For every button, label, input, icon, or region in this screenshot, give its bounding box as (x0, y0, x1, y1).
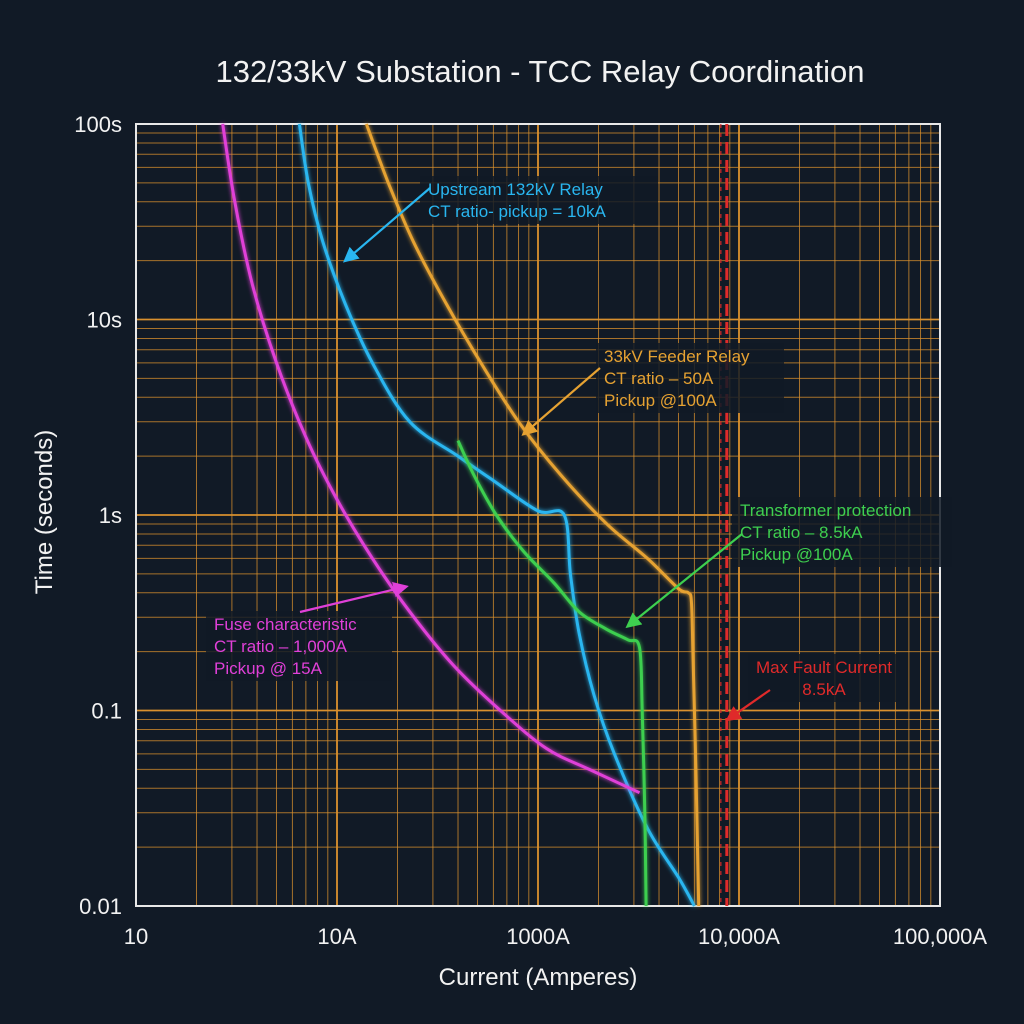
y-tick-label: 1s (99, 503, 122, 528)
x-tick-label: 10 (124, 924, 148, 949)
transformer-curve (456, 440, 648, 907)
upstream-annotation-arrow (342, 187, 431, 263)
upstream-curve (297, 123, 696, 907)
feeder-annotation-arrow (521, 367, 601, 436)
x-tick-label: 10,000A (698, 924, 780, 949)
y-tick-labels: 100s 10s 1s 0.1 0.01 (74, 112, 122, 919)
annotations: Upstream 132kV Relay CT ratio- pickup = 1… (206, 176, 952, 722)
feeder-curve (364, 123, 701, 907)
y-tick-label: 0.01 (79, 894, 122, 919)
y-tick-label: 0.1 (91, 699, 122, 724)
fault-annotation: Max Fault Current 8.5kA (725, 654, 900, 722)
fuse-curve (221, 123, 641, 795)
transformer-annotation-arrow (625, 533, 743, 629)
fault-annotation-arrow (725, 689, 771, 722)
x-tick-label: 100,000A (893, 924, 988, 949)
fuse-annotation-box (206, 611, 392, 681)
fuse-annotation-arrow (299, 582, 409, 614)
feeder-annotation-text: Pickup @100A (604, 391, 717, 410)
chart-title: 132/33kV Substation - TCC Relay Coordina… (215, 54, 864, 89)
fault-annotation-box (748, 654, 900, 702)
fuse-annotation-text: CT ratio – 1,000A (214, 637, 348, 656)
transformer-annotation-text: Transformer protection (740, 501, 911, 520)
feeder-annotation: 33kV Feeder Relay CT ratio – 50A Pickup @1… (521, 343, 784, 436)
fuse-annotation-text: Fuse characteristic (214, 615, 357, 634)
x-tick-labels: 10 10A 1000A 10,000A 100,000A (124, 924, 988, 949)
x-tick-label: 1000A (506, 924, 570, 949)
upstream-annotation-box (420, 176, 658, 224)
y-tick-label: 100s (74, 112, 122, 137)
upstream-annotation: Upstream 132kV Relay CT ratio- pickup = 1… (342, 176, 658, 263)
fault-annotation-text: 8.5kA (802, 680, 846, 699)
curves (221, 123, 701, 907)
feeder-annotation-text: 33kV Feeder Relay (604, 347, 750, 366)
transformer-annotation-text: Pickup @100A (740, 545, 853, 564)
fault-annotation-text: Max Fault Current (756, 658, 892, 677)
fuse-annotation-text: Pickup @ 15A (214, 659, 323, 678)
feeder-annotation-box (596, 343, 784, 413)
y-tick-label: 10s (87, 308, 122, 333)
feeder-annotation-text: CT ratio – 50A (604, 369, 714, 388)
y-axis-label: Time (seconds) (31, 430, 58, 594)
fault-line-group (720, 124, 729, 906)
x-axis-label: Current (Amperes) (439, 964, 638, 991)
upstream-annotation-text: Upstream 132kV Relay (428, 180, 603, 199)
transformer-annotation-text: CT ratio – 8.5kA (740, 523, 863, 542)
fuse-annotation: Fuse characteristic CT ratio – 1,000A Pick… (206, 582, 409, 681)
transformer-annotation: Transformer protection CT ratio – 8.5kA Pi… (625, 497, 952, 629)
transformer-annotation-box (732, 497, 952, 567)
upstream-annotation-text: CT ratio- pickup = 10kA (428, 202, 606, 221)
x-tick-label: 10A (317, 924, 356, 949)
